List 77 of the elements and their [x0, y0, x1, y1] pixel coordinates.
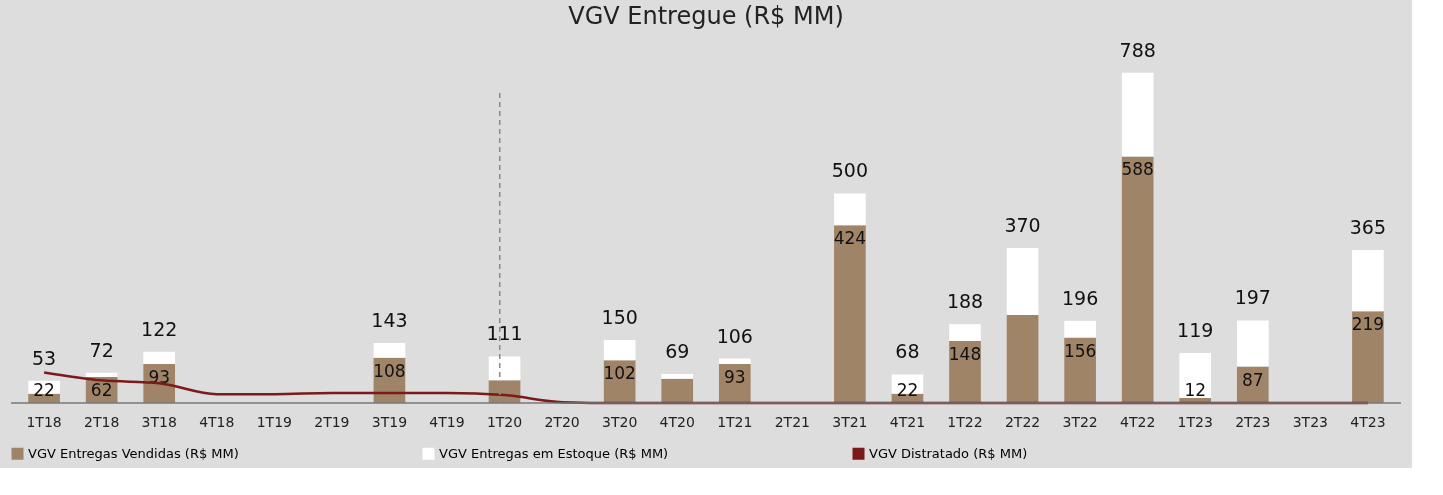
total-label: 188 [946, 290, 984, 313]
x-tick-label: 3T21 [832, 413, 868, 430]
x-tick-label: 1T20 [486, 413, 523, 430]
data-label: 424 [833, 228, 867, 249]
x-tick-label: 3T19 [371, 413, 408, 430]
total-label: 196 [1061, 286, 1099, 309]
total-label: 69 [665, 340, 690, 363]
x-tick-label: 3T20 [602, 413, 638, 430]
bar [1179, 353, 1212, 398]
legend-label: VGV Distratado (R$ MM) [869, 445, 1028, 461]
x-tick-label: 4T21 [889, 413, 926, 430]
bar [85, 372, 118, 378]
bar [661, 378, 694, 403]
total-label: 500 [831, 159, 869, 182]
total-label: 106 [716, 324, 753, 347]
bar [1352, 311, 1384, 403]
data-label: 148 [948, 343, 982, 364]
bar [488, 356, 521, 381]
bar [603, 340, 636, 361]
data-label: 102 [603, 363, 636, 384]
x-tick-label: 2T23 [1235, 413, 1271, 430]
data-label: 12 [1184, 380, 1207, 401]
bar [834, 225, 866, 403]
bar [1006, 314, 1039, 403]
x-tick-label: 4T19 [429, 413, 465, 430]
data-label: 219 [1351, 314, 1385, 335]
total-label: 111 [486, 322, 523, 345]
legend-label: VGV Entregas em Estoque (R$ MM) [439, 445, 669, 461]
x-tick-label: 1T19 [256, 413, 292, 430]
x-tick-label: 1T18 [26, 413, 62, 430]
total-label: 68 [895, 340, 920, 363]
x-tick-label: 2T18 [84, 413, 120, 430]
data-label: 108 [373, 360, 406, 381]
x-tick-label: 3T23 [1292, 413, 1328, 430]
total-label: 143 [371, 309, 408, 332]
chart-title: VGV Entregue (R$ MM) [568, 2, 844, 30]
total-label: 72 [89, 338, 114, 361]
x-tick-label: 1T22 [947, 413, 983, 430]
legend-label: VGV Entregas Vendidas (R$ MM) [28, 445, 239, 461]
data-label: 93 [723, 367, 746, 388]
x-tick-label: 4T20 [659, 413, 695, 430]
bar [1352, 249, 1384, 312]
bar [1121, 156, 1154, 403]
x-tick-label: 2T21 [774, 413, 810, 430]
total-label: 370 [1004, 213, 1041, 236]
x-tick-label: 4T18 [199, 413, 235, 430]
bar [1064, 320, 1096, 338]
data-label: 93 [148, 367, 171, 388]
x-tick-label: 3T18 [141, 413, 177, 430]
x-tick-label: 2T19 [314, 413, 350, 430]
bar [718, 358, 751, 365]
x-tick-label: 2T20 [544, 413, 580, 430]
x-tick-label: 1T21 [717, 413, 753, 430]
data-label: 156 [1063, 340, 1097, 361]
data-label: 87 [1241, 369, 1264, 390]
total-label: 788 [1119, 38, 1156, 61]
bar [1121, 72, 1154, 157]
bar [949, 324, 981, 341]
bar [1006, 247, 1039, 315]
data-label: 588 [1121, 159, 1154, 180]
total-label: 119 [1177, 319, 1214, 342]
total-label: 150 [601, 306, 638, 329]
total-label: 365 [1349, 215, 1387, 238]
bar [373, 343, 406, 358]
data-label: 62 [90, 380, 113, 401]
x-tick-label: 1T23 [1177, 413, 1213, 430]
x-tick-label: 4T23 [1350, 413, 1386, 430]
bar [1236, 320, 1269, 367]
x-tick-label: 4T22 [1120, 413, 1156, 430]
bar [143, 351, 176, 365]
bar [661, 374, 694, 379]
total-label: 53 [32, 346, 57, 369]
x-tick-label: 3T22 [1062, 413, 1098, 430]
x-tick-label: 2T22 [1004, 413, 1041, 430]
total-label: 197 [1234, 286, 1271, 309]
bar [834, 193, 866, 226]
total-label: 122 [141, 317, 178, 340]
